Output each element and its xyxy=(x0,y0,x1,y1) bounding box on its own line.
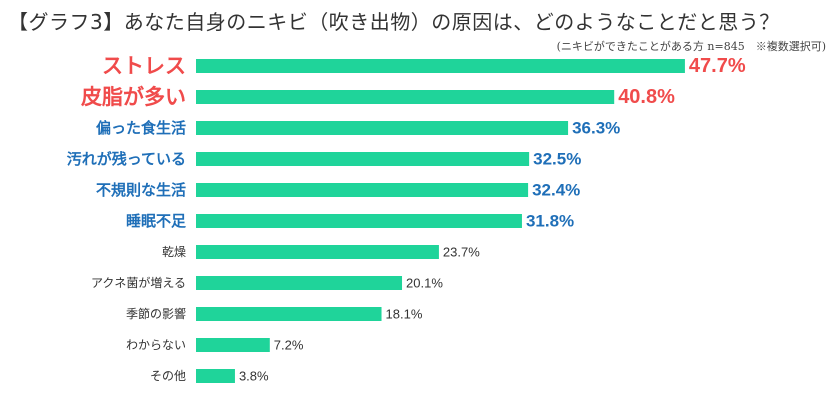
category-label: 皮脂が多い xyxy=(81,85,186,109)
category-label: 睡眠不足 xyxy=(126,212,187,230)
value-label: 32.4% xyxy=(532,181,580,200)
bar xyxy=(196,90,615,104)
chart-title: 【グラフ3】あなた自身のニキビ（吹き出物）の原因は、どのようなことだと思う？ xyxy=(8,10,780,34)
value-label: 47.7% xyxy=(689,55,746,77)
category-label: わからない xyxy=(126,338,186,352)
value-label: 32.5% xyxy=(533,150,581,169)
bar xyxy=(196,214,522,228)
value-label: 20.1% xyxy=(406,276,443,291)
category-label: 不規則な生活 xyxy=(96,181,186,199)
bar xyxy=(196,183,529,197)
value-label: 40.8% xyxy=(618,86,675,108)
value-label: 18.1% xyxy=(386,307,423,322)
bar xyxy=(196,338,270,352)
bar xyxy=(196,152,530,166)
bar xyxy=(196,307,382,321)
category-label: 偏った食生活 xyxy=(96,119,186,137)
category-label: 汚れが残っている xyxy=(67,150,186,168)
bar xyxy=(196,245,439,259)
category-label: 乾燥 xyxy=(162,245,186,259)
value-label: 3.8% xyxy=(239,369,269,384)
bar xyxy=(196,121,569,135)
chart-subtitle: (ニキビができたことがある方 n=845 ※複数選択可) xyxy=(556,40,826,53)
category-label: その他 xyxy=(150,369,186,383)
category-label: ストレス xyxy=(102,54,186,78)
value-label: 31.8% xyxy=(526,212,574,231)
bar xyxy=(196,369,235,383)
category-label: アクネ菌が増える xyxy=(91,275,186,290)
category-label: 季節の影響 xyxy=(126,306,186,321)
bar xyxy=(196,276,403,290)
bar xyxy=(196,59,685,73)
value-label: 7.2% xyxy=(274,338,304,353)
value-label: 36.3% xyxy=(572,119,620,138)
value-label: 23.7% xyxy=(443,245,480,260)
